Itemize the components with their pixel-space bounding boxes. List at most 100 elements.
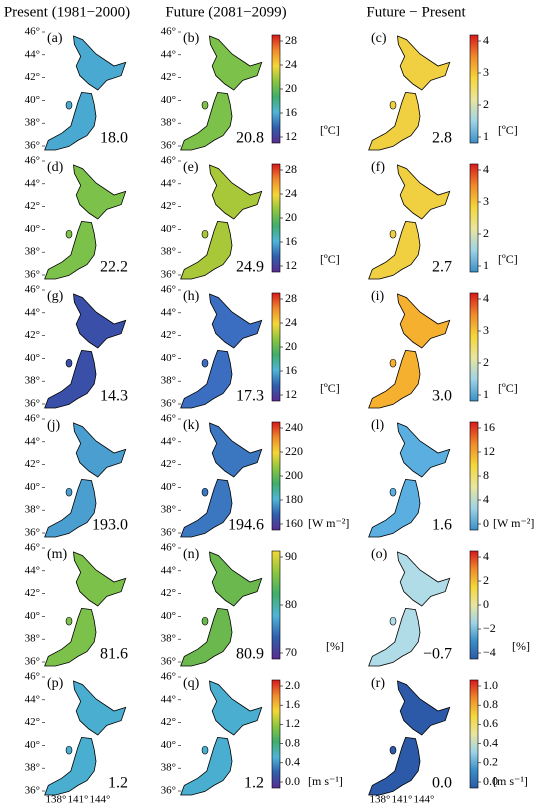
- land-sado: [390, 746, 396, 754]
- lat-label: 46°: [161, 413, 176, 425]
- lat-label: 36°: [161, 785, 176, 797]
- colorbar-unit: [m s⁻¹]: [493, 774, 528, 788]
- colorbar-tick-label: 12: [285, 258, 297, 272]
- lat-label: 44°: [161, 177, 176, 189]
- panel-mean-value: 14.3: [100, 388, 128, 405]
- land-sado: [202, 617, 208, 625]
- colorbar-tick-label: 4: [483, 549, 489, 563]
- lat-label: 42°: [25, 200, 40, 212]
- land-hokkaido: [210, 36, 262, 90]
- colorbar-tick-label: 70: [285, 645, 297, 659]
- lat-label: 36°: [161, 398, 176, 410]
- panel-mean-value: 24.9: [236, 259, 264, 276]
- colorbar-tick-label: 0.2: [483, 755, 498, 769]
- land-hokkaido: [398, 681, 450, 735]
- lat-label: 40°: [161, 481, 176, 493]
- colorbar-tick-label: 240: [285, 420, 303, 434]
- colorbar-tick-label: 2: [483, 355, 489, 369]
- lat-label: 44°: [161, 435, 176, 447]
- land-hokkaido: [74, 552, 126, 606]
- lat-label: 42°: [161, 587, 176, 599]
- lat-label: 46°: [25, 542, 40, 554]
- panel-label: (q): [183, 676, 200, 691]
- land-honshu: [369, 479, 420, 537]
- colorbar: [272, 164, 280, 272]
- lat-label: 42°: [161, 71, 176, 83]
- lat-label: 38°: [161, 633, 176, 645]
- panel-label: (j): [47, 418, 61, 433]
- panel-mean-value: 80.9: [236, 646, 264, 663]
- land-hokkaido: [74, 36, 126, 90]
- lat-label: 44°: [161, 564, 176, 576]
- land-sado: [202, 488, 208, 496]
- panel-label: (b): [183, 31, 200, 46]
- lat-label: 40°: [25, 481, 40, 493]
- colorbar-tick-label: 0.8: [483, 697, 498, 711]
- panel-label: (a): [47, 31, 63, 46]
- land-sado: [390, 617, 396, 625]
- land-hokkaido: [398, 36, 450, 90]
- land-honshu: [181, 479, 232, 537]
- colorbar-unit: [%]: [326, 639, 344, 653]
- land-sado: [66, 359, 72, 367]
- panel-mean-value: 1.6: [432, 517, 452, 534]
- panel-mean-value: 1.2: [108, 775, 128, 792]
- land-sado: [202, 101, 208, 109]
- colorbar-tick-label: 20: [285, 210, 297, 224]
- panel-label: (h): [183, 289, 200, 304]
- lon-label: 138°: [46, 794, 67, 806]
- land-sado: [390, 230, 396, 238]
- land-hokkaido: [74, 294, 126, 348]
- panel-mean-value: 2.7: [432, 259, 452, 276]
- panel-label: (g): [47, 289, 64, 304]
- lat-label: 38°: [25, 762, 40, 774]
- panel-mean-value: 2.8: [432, 130, 452, 147]
- lon-label: 144°: [414, 794, 435, 806]
- colorbar: [470, 422, 478, 530]
- colorbar-tick-label: 4: [483, 492, 489, 506]
- lat-label: 38°: [25, 246, 40, 258]
- lat-label: 46°: [25, 671, 40, 683]
- colorbar-tick-label: 24: [285, 57, 297, 71]
- land-hokkaido: [210, 552, 262, 606]
- panel-mean-value: 81.6: [100, 646, 128, 663]
- lat-label: 40°: [161, 223, 176, 235]
- lat-label: 36°: [25, 527, 40, 539]
- colorbar-tick-label: 2.0: [285, 678, 300, 692]
- land-sado: [66, 101, 72, 109]
- land-honshu: [181, 221, 232, 279]
- lat-label: 38°: [161, 504, 176, 516]
- land-sado: [390, 359, 396, 367]
- colorbar: [272, 551, 280, 659]
- lat-label: 46°: [25, 26, 40, 38]
- land-sado: [202, 230, 208, 238]
- lat-label: 44°: [161, 306, 176, 318]
- colorbar-tick-label: 0: [483, 516, 489, 530]
- lat-label: 40°: [25, 94, 40, 106]
- colorbar-tick-label: 16: [285, 363, 297, 377]
- colorbar-tick-label: 3: [483, 194, 489, 208]
- land-honshu: [369, 92, 420, 150]
- colorbar-tick-label: −2: [483, 621, 496, 635]
- colorbar-tick-label: 0: [483, 597, 489, 611]
- colorbar-unit: [ºC]: [498, 252, 518, 266]
- colorbar-tick-label: 24: [285, 315, 297, 329]
- lat-label: 36°: [25, 269, 40, 281]
- lat-label: 42°: [161, 716, 176, 728]
- colorbar-tick-label: 0.4: [483, 735, 498, 749]
- colorbar-tick-label: 1.0: [483, 678, 498, 692]
- colorbar: [272, 35, 280, 143]
- panel-label: (f): [371, 160, 385, 175]
- panel-mean-value: 18.0: [100, 130, 128, 147]
- lat-label: 36°: [161, 269, 176, 281]
- land-hokkaido: [210, 165, 262, 219]
- colorbar-tick-label: 8: [483, 468, 489, 482]
- colorbar-tick-label: 28: [285, 291, 297, 305]
- lat-label: 46°: [161, 671, 176, 683]
- land-sado: [390, 101, 396, 109]
- land-honshu: [45, 608, 96, 666]
- colorbar-tick-label: 2: [483, 226, 489, 240]
- colorbar-tick-label: 12: [285, 387, 297, 401]
- land-honshu: [181, 350, 232, 408]
- land-honshu: [181, 737, 232, 795]
